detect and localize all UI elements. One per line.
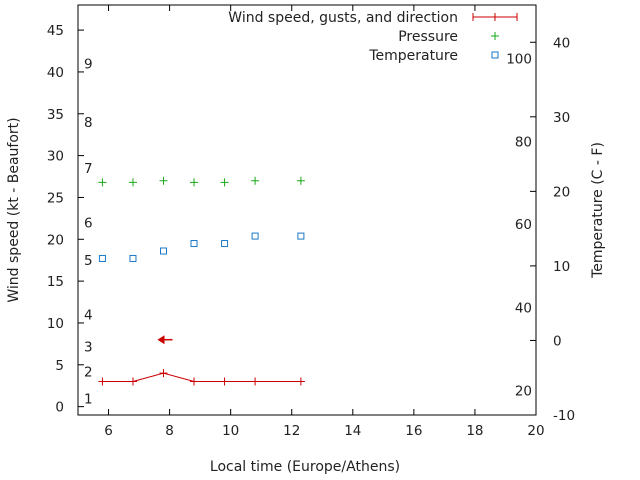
legend-wind-ticks <box>472 13 518 21</box>
plot-frame <box>77 4 537 416</box>
y-tick-label: 20 <box>47 232 64 248</box>
temperature-point <box>251 232 259 240</box>
temperature-point <box>190 240 198 248</box>
x-tick-label: 6 <box>104 423 113 439</box>
fahrenheit-label: 60 <box>515 217 532 233</box>
pressure-point <box>296 176 305 185</box>
wind-speed-line <box>102 372 301 383</box>
x-tick-label: 8 <box>165 423 174 439</box>
y2-tick-label: 20 <box>553 184 570 200</box>
y-axis-title: Wind speed (kt - Beaufort) <box>6 117 22 302</box>
beaufort-label: 1 <box>84 391 93 407</box>
legend-temperature-marker <box>491 51 499 59</box>
beaufort-label: 6 <box>84 216 93 232</box>
y-tick-label: 10 <box>47 316 64 332</box>
beaufort-label: 4 <box>84 308 93 324</box>
x-tick-label: 16 <box>405 423 422 439</box>
legend-pressure-marker <box>491 32 499 40</box>
legend-temperature-label: Temperature <box>368 48 458 64</box>
y2-tick-label: 10 <box>553 259 570 275</box>
legend-pressure-label: Pressure <box>398 29 458 45</box>
y-tick-label: 30 <box>47 149 64 165</box>
y-tick-label: 45 <box>47 23 64 39</box>
fahrenheit-label: 40 <box>515 301 532 317</box>
temperature-point <box>297 232 305 240</box>
pressure-point <box>128 178 137 187</box>
fahrenheit-label: 80 <box>515 134 532 150</box>
y-tick-label: 35 <box>47 107 64 123</box>
x-tick-label: 14 <box>344 423 361 439</box>
pressure-point <box>98 178 107 187</box>
beaufort-label: 9 <box>84 57 93 73</box>
y-tick-label: 40 <box>47 65 64 81</box>
wind-point <box>296 377 305 386</box>
wind-point <box>251 377 260 386</box>
pressure-point <box>220 178 229 187</box>
pressure-point <box>159 176 168 185</box>
x-tick-label: 12 <box>283 423 300 439</box>
beaufort-label: 2 <box>84 364 93 380</box>
beaufort-label: 7 <box>84 161 93 177</box>
y-tick-label: 15 <box>47 274 64 290</box>
y-tick-label: 5 <box>55 358 64 374</box>
fahrenheit-label: 100 <box>506 52 532 68</box>
x-tick-label: 20 <box>527 423 544 439</box>
x-tick-label: 18 <box>466 423 483 439</box>
fahrenheit-label: 20 <box>515 383 532 399</box>
x-axis-title: Local time (Europe/Athens) <box>210 459 400 475</box>
y2-tick-label: 40 <box>553 35 570 51</box>
temperature-point <box>221 240 229 248</box>
y-tick-label: 25 <box>47 190 64 206</box>
wind-point <box>128 377 137 386</box>
beaufort-label: 5 <box>84 253 93 269</box>
temperature-point <box>129 254 137 262</box>
y2-axis-title: Temperature (C - F) <box>590 142 606 279</box>
y2-tick-label: -10 <box>553 408 575 424</box>
x-tick-label: 10 <box>222 423 239 439</box>
wind-point <box>98 377 107 386</box>
pressure-point <box>251 176 260 185</box>
wind-direction-arrow-icon <box>157 335 173 345</box>
legend-wind-label: Wind speed, gusts, and direction <box>228 10 458 26</box>
wind-arrow-head <box>157 335 165 345</box>
y-tick-label: 0 <box>55 400 64 416</box>
beaufort-label: 8 <box>84 115 93 131</box>
y2-tick-label: 30 <box>553 110 570 126</box>
wind-point <box>159 369 168 378</box>
beaufort-label: 3 <box>84 339 93 355</box>
wind-point <box>190 377 199 386</box>
temperature-point <box>98 254 106 262</box>
pressure-point <box>190 178 199 187</box>
y2-tick-label: 0 <box>553 333 562 349</box>
temperature-point <box>159 247 167 255</box>
wind-point <box>220 377 229 386</box>
